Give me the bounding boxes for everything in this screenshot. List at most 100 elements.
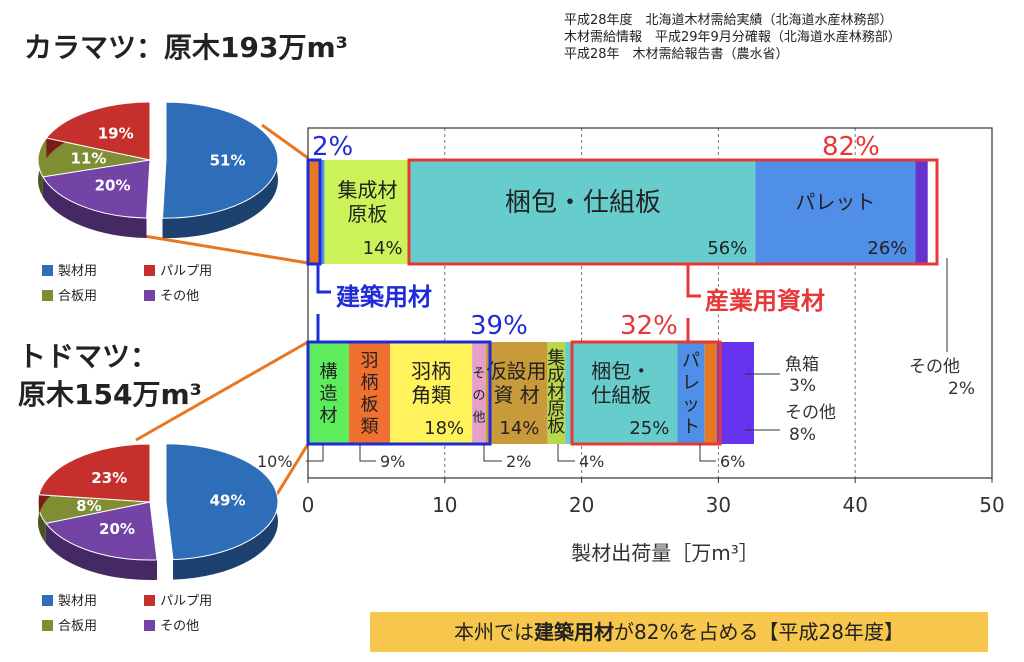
todomatsu-legend: 製材用 パルプ用 合板用 その他 bbox=[42, 590, 212, 634]
todomatsu-title-line1: トドマツ： bbox=[18, 340, 159, 373]
leader-line bbox=[483, 444, 502, 462]
sonota-kara-label: その他 bbox=[909, 357, 960, 377]
legend-item: その他 bbox=[144, 619, 199, 634]
bar-segment-label: 集 bbox=[547, 348, 565, 369]
todomatsu-title-line2: 原木154万m³ bbox=[18, 378, 202, 411]
bar-segment bbox=[565, 342, 678, 444]
kenchiku-box-todo bbox=[306, 340, 492, 446]
kenchiku-box-kara bbox=[306, 158, 322, 266]
sonota-kara-pct: 2% bbox=[948, 379, 975, 399]
x-tick-label: 50 bbox=[979, 493, 1004, 517]
leader-line bbox=[557, 444, 575, 462]
legend-item: パルプ用 bbox=[144, 594, 212, 609]
todo-bottom-label: 4% bbox=[579, 452, 604, 471]
bar-segment-label: 羽柄 bbox=[411, 359, 451, 383]
bar-segment-label: ッ bbox=[682, 395, 700, 416]
kenchiku-pct-kara: 2% bbox=[312, 132, 353, 162]
sonota-todo-pct: 8% bbox=[789, 425, 816, 445]
x-tick-label: 30 bbox=[706, 493, 731, 517]
bar-segment-label: 仮設用 bbox=[487, 359, 547, 383]
leader-line bbox=[359, 444, 376, 462]
connector-line bbox=[137, 233, 309, 265]
pie-slice-label: 23% bbox=[91, 469, 127, 487]
bar-segment-label: そ bbox=[472, 367, 485, 382]
pie-slice bbox=[165, 443, 279, 561]
sangyo-label: 産業用資材 bbox=[705, 287, 825, 315]
karamatsu-pie: 51% 20% 11% 19% bbox=[37, 101, 279, 239]
todo-bottom-label: 2% bbox=[506, 452, 531, 471]
todo-bottom-label: 6% bbox=[720, 452, 745, 471]
bar-segment-label: ト bbox=[682, 417, 700, 438]
bar-segment-label: 集成材 bbox=[338, 178, 398, 202]
sangyo-box-todo bbox=[570, 340, 722, 446]
bar-segment bbox=[485, 342, 548, 444]
pie-slice bbox=[42, 159, 151, 219]
chart-bars: 集成材原板14%梱包・仕組板56%パレット26%構造材羽柄板類羽柄角類18%その… bbox=[308, 160, 928, 444]
karamatsu-title: カラマツ：原木193万m³ bbox=[24, 31, 348, 64]
bar-segment-label: 梱包・ bbox=[591, 359, 651, 383]
connector-line bbox=[135, 340, 309, 442]
leader-line bbox=[306, 444, 324, 462]
source-line: 平成28年度 北海道木材需給実績（北海道水産林務部） bbox=[564, 13, 893, 28]
leader-line bbox=[699, 444, 716, 462]
pie-slice-label: 20% bbox=[99, 520, 135, 538]
bar-segment-label: レ bbox=[682, 373, 700, 394]
bar-segment bbox=[755, 160, 916, 264]
sangyo-pct-kara: 82% bbox=[822, 132, 880, 162]
legend-item: 合板用 bbox=[42, 285, 140, 304]
bar-segment-label: パ bbox=[682, 351, 700, 372]
bar-segment bbox=[320, 160, 325, 264]
sangyo-box-kara bbox=[407, 158, 939, 266]
pie-slice-label: 19% bbox=[98, 125, 134, 143]
bar-segment bbox=[308, 160, 321, 264]
bar-segment bbox=[349, 342, 391, 444]
bar-segment-label: 材 bbox=[547, 382, 565, 403]
uobako-label: 魚箱 bbox=[785, 355, 819, 375]
bar-segment-label: 他 bbox=[472, 411, 485, 426]
x-tick-label: 0 bbox=[302, 493, 315, 517]
sangyo-bracket bbox=[686, 264, 701, 298]
bar-segment-label: 原 bbox=[547, 399, 565, 420]
bar-segment-label: 原板 bbox=[348, 202, 388, 226]
source-line: 木材需給情報 平成29年9月分確報（北海道水産林務部） bbox=[564, 30, 901, 45]
bar-segment bbox=[915, 160, 928, 264]
bar-segment bbox=[704, 342, 718, 444]
karamatsu-legend: 製材用 パルプ用 合板用 その他 bbox=[42, 260, 212, 304]
pie-slice-label: 8% bbox=[76, 497, 101, 515]
bar-segment-pct: 18% bbox=[424, 418, 464, 439]
x-tick-label: 20 bbox=[569, 493, 594, 517]
bar-segment-label: 材 bbox=[320, 406, 338, 427]
pie-slice-side bbox=[38, 494, 46, 544]
bar-segment bbox=[324, 160, 411, 264]
sonota-todo-label: その他 bbox=[785, 403, 836, 423]
todomatsu-pie: 49% 20% 8% 23% bbox=[37, 443, 279, 580]
bar-segment-label: 仕組板 bbox=[591, 383, 651, 407]
bar-segment-label: の bbox=[472, 389, 485, 404]
bar-segment-pct: 14% bbox=[363, 238, 403, 259]
bar-segment bbox=[547, 342, 566, 444]
bar-segment-label: 羽 bbox=[361, 351, 379, 372]
uobako-pct: 3% bbox=[789, 376, 816, 396]
bar-segment bbox=[677, 342, 705, 444]
kenchiku-pct-todo: 39% bbox=[470, 311, 528, 341]
source-line: 平成28年 木材需給報告書（農水省） bbox=[564, 47, 789, 62]
bar-segment-label: 板 bbox=[361, 395, 379, 416]
pie-slice bbox=[45, 101, 151, 161]
bar-segment bbox=[308, 342, 350, 444]
kenchiku-label: 建築用材 bbox=[336, 283, 432, 311]
pie-slice-label: 20% bbox=[95, 176, 131, 194]
plot-frame bbox=[307, 127, 993, 479]
bar-segment-label: 造 bbox=[320, 384, 338, 405]
bar-segment-label: 柄 bbox=[361, 373, 379, 394]
source-list: 平成28年度 北海道木材需給実績（北海道水産林務部） 木材需給情報 平成29年9… bbox=[564, 12, 901, 63]
x-axis-label: 製材出荷量［万m³］ bbox=[571, 541, 759, 565]
bar-segment-pct: 56% bbox=[707, 238, 747, 259]
bar-segment-label: 類 bbox=[361, 417, 379, 438]
legend-item: その他 bbox=[144, 289, 199, 304]
todo-bottom-label: 9% bbox=[380, 452, 405, 471]
bar-segment-pct: 26% bbox=[867, 238, 907, 259]
x-tick-label: 10 bbox=[432, 493, 457, 517]
pie-slice-side bbox=[45, 523, 158, 580]
pie-slice bbox=[37, 137, 151, 178]
